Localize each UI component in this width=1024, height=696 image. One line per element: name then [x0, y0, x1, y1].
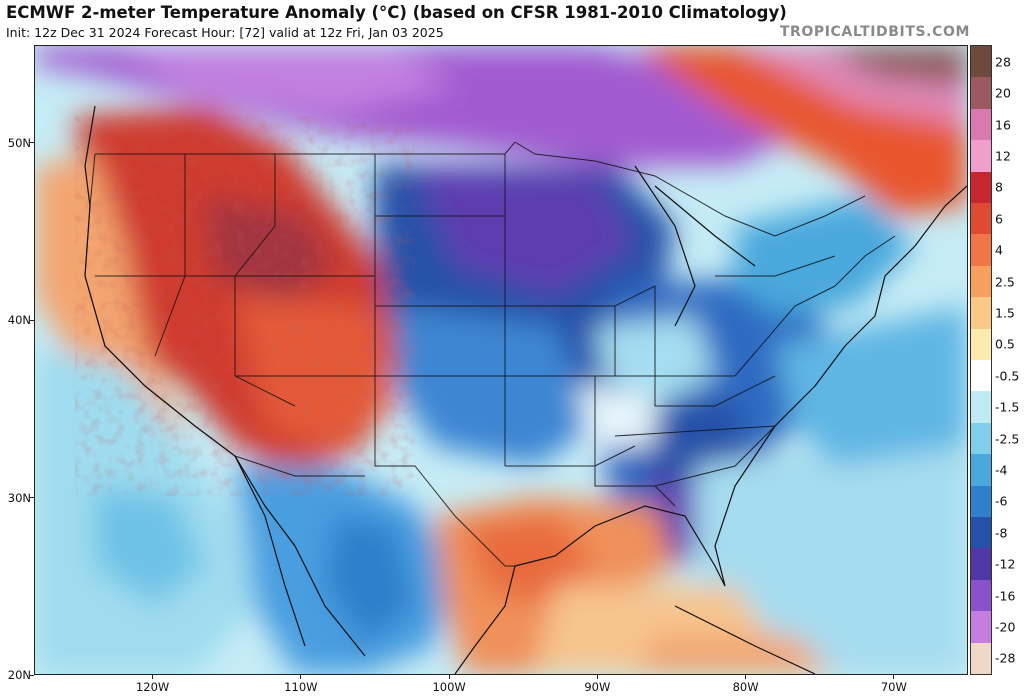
- colorbar-segment: [971, 485, 991, 518]
- longitude-label: 110W: [284, 680, 318, 694]
- latitude-tick: [30, 497, 34, 499]
- longitude-tick: [300, 675, 302, 679]
- longitude-tick: [448, 675, 450, 679]
- longitude-tick: [596, 675, 598, 679]
- terrain-noise: [75, 116, 415, 496]
- latitude-label: 20N: [7, 668, 31, 682]
- latitude-tick: [30, 674, 34, 676]
- colorbar-label: -2.5: [995, 431, 1020, 446]
- colorbar-label: 4: [995, 242, 1003, 258]
- latitude-label: 40N: [7, 313, 31, 328]
- colorbar-label: 8: [995, 179, 1003, 195]
- colorbar-segment: [971, 454, 991, 487]
- colorbar-segment: [971, 203, 991, 235]
- colorbar-segment: [971, 422, 991, 455]
- colorbar-segment: [971, 611, 991, 644]
- colorbar-label: 12: [995, 148, 1011, 164]
- colorbar-label: 28: [995, 54, 1011, 70]
- colorbar-label: 2.5: [995, 274, 1015, 289]
- colorbar-segment: [971, 108, 991, 141]
- latitude-tick: [30, 142, 34, 144]
- colorbar-label: 16: [995, 117, 1011, 132]
- colorbar-label: 1.5: [995, 305, 1015, 321]
- forecast-info: Init: 12z Dec 31 2024 Forecast Hour: [72…: [6, 25, 444, 40]
- colorbar-segment: [971, 46, 991, 78]
- colorbar-segment: [971, 517, 991, 549]
- colorbar-segment: [971, 579, 991, 612]
- coastlines: [84, 105, 967, 674]
- longitude-tick: [893, 675, 895, 679]
- colorbar-segment: [971, 297, 991, 330]
- temperature-anomaly-map: [34, 45, 968, 675]
- longitude-label: 90W: [584, 680, 611, 694]
- colorbar-label: -8: [995, 525, 1008, 541]
- longitude-label: 100W: [432, 680, 466, 694]
- colorbar-label: -28: [995, 650, 1016, 666]
- colorbar-segment: [971, 234, 991, 267]
- colorbar-label: -20: [995, 619, 1016, 635]
- longitude-label: 70W: [880, 680, 907, 694]
- colorbar-label: -1.5: [995, 399, 1020, 415]
- longitude-tick: [745, 675, 747, 679]
- colorbar-label: -12: [995, 556, 1016, 572]
- colorbar-segment: [971, 140, 991, 173]
- latitude-label: 30N: [7, 490, 31, 505]
- map-canvas: [35, 46, 967, 674]
- colorbar-segment: [971, 642, 991, 675]
- longitude-tick: [152, 675, 154, 679]
- longitude-label: 80W: [732, 680, 759, 694]
- colorbar-segment: [971, 265, 991, 298]
- latitude-label: 50N: [7, 135, 31, 150]
- colorbar-label: -6: [995, 493, 1008, 509]
- colorbar-label: -4: [995, 462, 1008, 478]
- colorbar: [970, 45, 992, 675]
- colorbar-label: 6: [995, 211, 1003, 227]
- colorbar-label: 20: [995, 85, 1011, 101]
- colorbar-label: -0.5: [995, 368, 1020, 384]
- latitude-tick: [30, 319, 34, 321]
- watermark-logo: TROPICALTIDBITS.COM: [779, 24, 970, 40]
- colorbar-segment: [971, 548, 991, 581]
- map-title: ECMWF 2-meter Temperature Anomaly (°C) (…: [6, 3, 787, 22]
- colorbar-segment: [971, 391, 991, 424]
- colorbar-segment: [971, 171, 991, 204]
- longitude-label: 120W: [135, 680, 170, 694]
- colorbar-segment: [971, 77, 991, 110]
- colorbar-label: 0.5: [995, 336, 1015, 352]
- colorbar-segment: [971, 328, 991, 361]
- colorbar-segment: [971, 360, 991, 392]
- colorbar-label: -16: [995, 588, 1016, 603]
